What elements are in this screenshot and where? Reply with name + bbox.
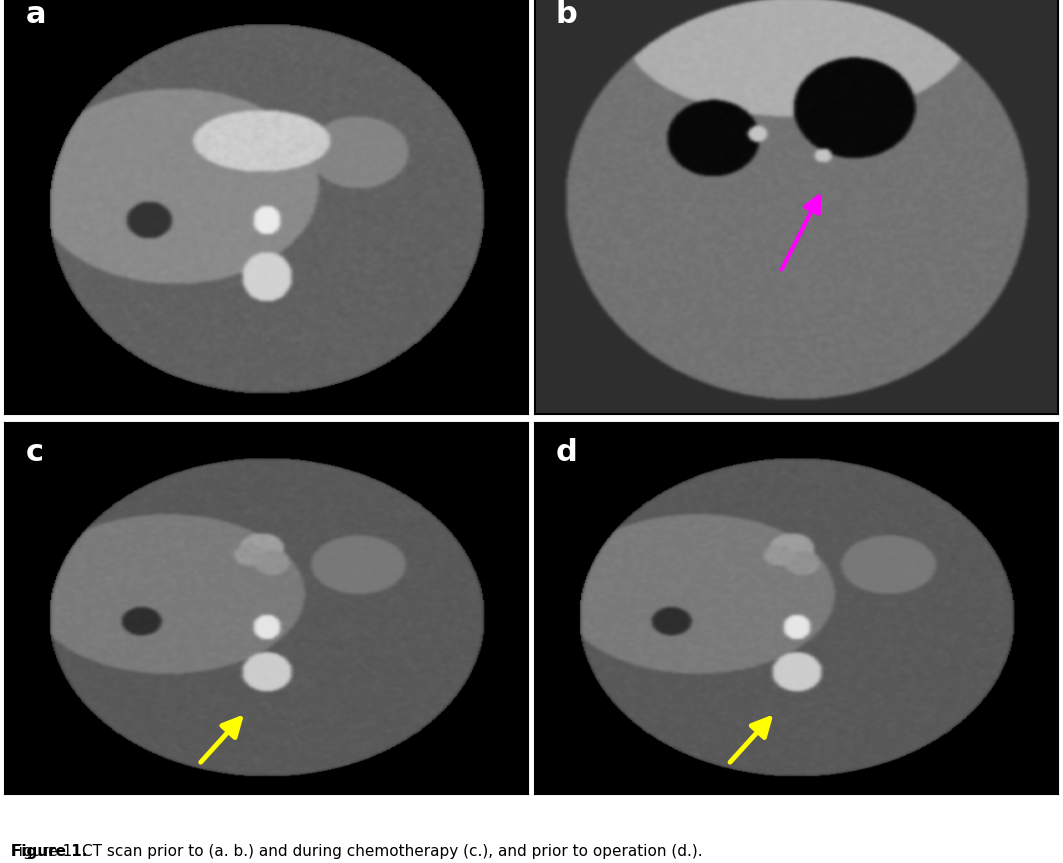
Text: d: d: [556, 438, 577, 467]
Text: c: c: [27, 438, 45, 467]
Text: b: b: [556, 0, 577, 29]
Text: a: a: [27, 0, 47, 29]
Text: Figure 1. CT scan prior to (a. b.) and during chemotherapy (c.), and prior to op: Figure 1. CT scan prior to (a. b.) and d…: [11, 844, 703, 859]
Text: Figure 1.: Figure 1.: [11, 844, 87, 859]
